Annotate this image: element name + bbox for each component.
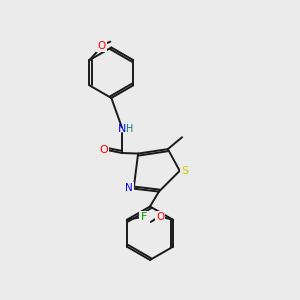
Text: F: F bbox=[141, 212, 147, 223]
Text: N: N bbox=[125, 183, 133, 193]
Text: O: O bbox=[97, 41, 106, 51]
Text: O: O bbox=[156, 212, 164, 223]
Text: N: N bbox=[118, 124, 126, 134]
Text: S: S bbox=[182, 167, 189, 176]
Text: O: O bbox=[99, 145, 108, 155]
Text: H: H bbox=[126, 124, 134, 134]
